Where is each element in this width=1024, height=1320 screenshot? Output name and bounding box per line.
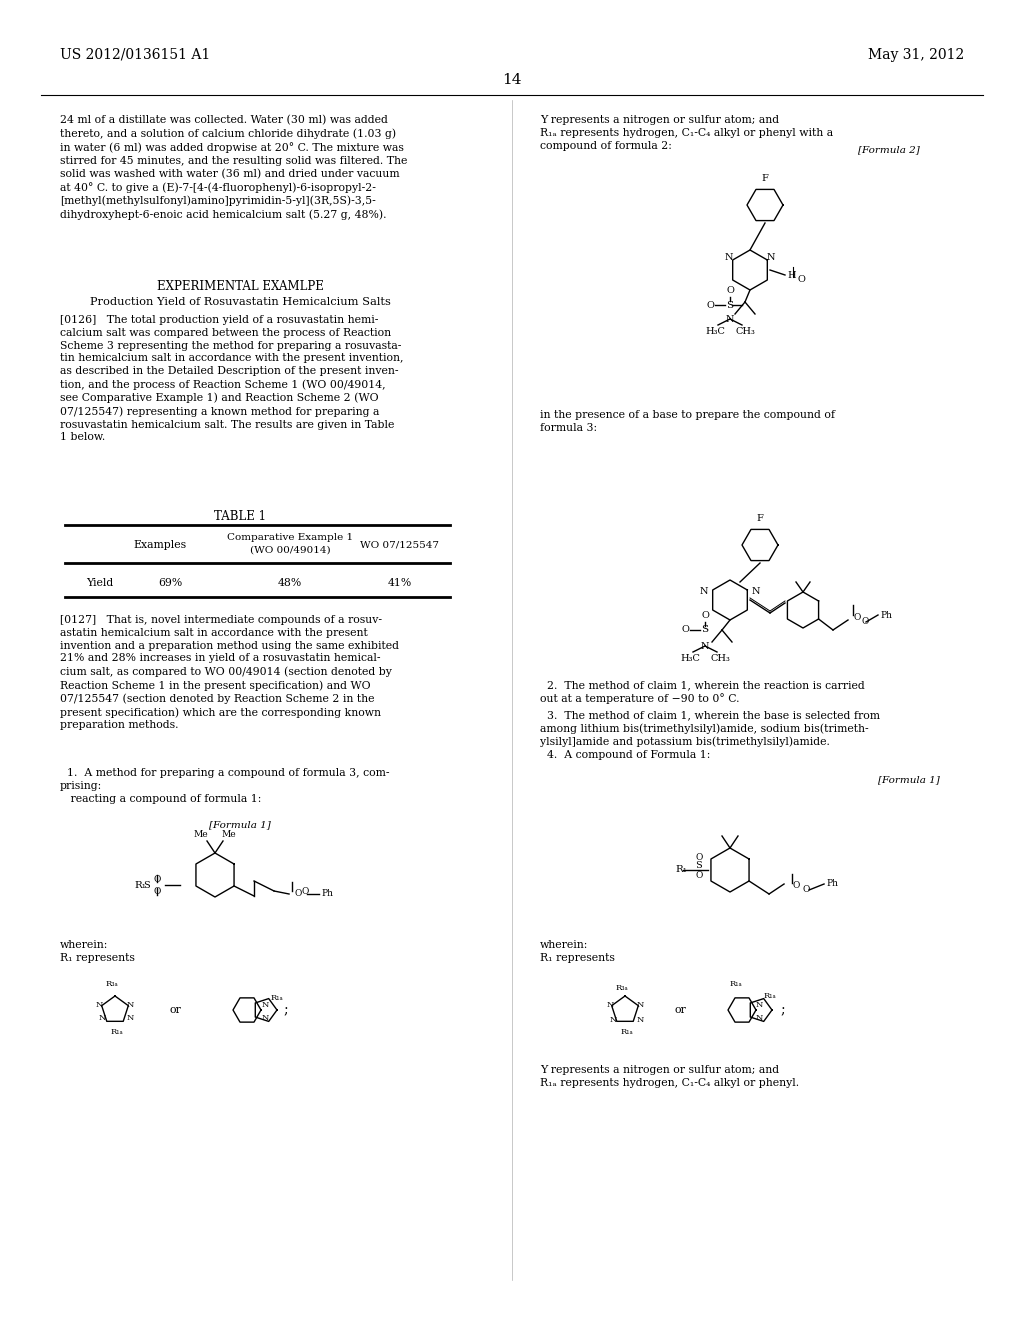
- Text: O: O: [681, 626, 689, 635]
- Text: N: N: [127, 1014, 134, 1022]
- Text: (WO 00/49014): (WO 00/49014): [250, 546, 331, 554]
- Text: 69%: 69%: [158, 578, 182, 587]
- Text: N: N: [724, 253, 733, 263]
- Text: O: O: [701, 611, 709, 620]
- Text: Ph: Ph: [826, 879, 838, 888]
- Text: 3.  The method of claim 1, wherein the base is selected from
among lithium bis(t: 3. The method of claim 1, wherein the ba…: [540, 710, 880, 747]
- Text: R₁: R₁: [134, 880, 146, 890]
- Text: N: N: [262, 1001, 269, 1008]
- Text: O: O: [695, 870, 702, 879]
- Text: or: or: [169, 1005, 181, 1015]
- Text: WO 07/125547: WO 07/125547: [360, 540, 439, 549]
- Text: Y represents a nitrogen or sulfur atom; and
R₁ₐ represents hydrogen, C₁-C₄ alkyl: Y represents a nitrogen or sulfur atom; …: [540, 1065, 799, 1088]
- Text: S: S: [695, 861, 701, 870]
- Text: wherein:: wherein:: [540, 940, 589, 950]
- Text: wherein:: wherein:: [60, 940, 109, 950]
- Text: O: O: [861, 618, 868, 627]
- Text: N: N: [726, 315, 734, 323]
- Text: 41%: 41%: [388, 578, 412, 587]
- Text: [Formula 2]: [Formula 2]: [858, 145, 920, 154]
- Text: R₁: R₁: [675, 866, 687, 874]
- Text: CH₃: CH₃: [735, 327, 755, 337]
- Text: 1.  A method for preparing a compound of formula 3, com-
prising:
   reacting a : 1. A method for preparing a compound of …: [60, 768, 389, 804]
- Text: N: N: [767, 253, 775, 263]
- Text: O: O: [797, 276, 805, 285]
- Text: Ph: Ph: [322, 890, 333, 899]
- Text: N: N: [127, 1001, 134, 1008]
- Text: O: O: [802, 886, 809, 895]
- Text: O: O: [853, 614, 860, 623]
- Text: N: N: [700, 642, 710, 651]
- Text: Me: Me: [194, 830, 208, 840]
- Text: H₃C: H₃C: [680, 653, 700, 663]
- Text: EXPERIMENTAL EXAMLPE: EXPERIMENTAL EXAMLPE: [157, 280, 324, 293]
- Text: N: N: [607, 1001, 614, 1008]
- Text: O: O: [154, 874, 161, 883]
- Text: F: F: [762, 174, 768, 183]
- Text: in the presence of a base to prepare the compound of
formula 3:: in the presence of a base to prepare the…: [540, 411, 835, 433]
- Text: N: N: [752, 587, 761, 597]
- Text: Comparative Example 1: Comparative Example 1: [227, 533, 353, 543]
- Text: ;: ;: [780, 1003, 784, 1016]
- Text: Y represents a nitrogen or sulfur atom; and
R₁ₐ represents hydrogen, C₁-C₄ alkyl: Y represents a nitrogen or sulfur atom; …: [540, 115, 834, 152]
- Text: 4.  A compound of Formula 1:: 4. A compound of Formula 1:: [540, 750, 711, 760]
- Text: H₃C: H₃C: [706, 327, 725, 337]
- Text: Production Yield of Rosuvastatin Hemicalcium Salts: Production Yield of Rosuvastatin Hemical…: [89, 297, 390, 308]
- Text: N: N: [756, 1001, 763, 1008]
- Text: O: O: [294, 890, 301, 899]
- Text: Yield: Yield: [86, 578, 114, 587]
- Text: [Formula 1]: [Formula 1]: [879, 775, 940, 784]
- Text: O: O: [726, 286, 734, 294]
- Text: R₃ₐ: R₃ₐ: [105, 979, 119, 987]
- Text: N: N: [96, 1001, 103, 1008]
- Text: May 31, 2012: May 31, 2012: [867, 48, 964, 62]
- Text: R₃ₐ: R₃ₐ: [615, 983, 629, 993]
- Text: S: S: [143, 880, 151, 890]
- Text: or: or: [674, 1005, 686, 1015]
- Text: N: N: [99, 1014, 106, 1022]
- Text: Ph: Ph: [880, 610, 892, 619]
- Text: O: O: [154, 887, 161, 895]
- Text: CH₃: CH₃: [710, 653, 730, 663]
- Text: H: H: [787, 271, 796, 280]
- Text: 48%: 48%: [278, 578, 302, 587]
- Text: O: O: [792, 882, 800, 891]
- Text: R₁ represents: R₁ represents: [540, 953, 614, 964]
- Text: F: F: [757, 513, 764, 523]
- Text: N: N: [637, 1016, 644, 1024]
- Text: N: N: [262, 1014, 269, 1022]
- Text: R₁ₐ: R₁ₐ: [730, 979, 742, 987]
- Text: 24 ml of a distillate was collected. Water (30 ml) was added
thereto, and a solu: 24 ml of a distillate was collected. Wat…: [60, 115, 408, 220]
- Text: R₁ₐ: R₁ₐ: [111, 1028, 123, 1036]
- Text: TABLE 1: TABLE 1: [214, 510, 266, 523]
- Text: ;: ;: [283, 1003, 288, 1016]
- Text: 14: 14: [502, 73, 522, 87]
- Text: N: N: [756, 1014, 763, 1022]
- Text: Me: Me: [221, 830, 237, 840]
- Text: Examples: Examples: [133, 540, 186, 550]
- Text: S: S: [726, 301, 733, 309]
- Text: R₁ₐ: R₁ₐ: [621, 1028, 634, 1036]
- Text: O: O: [301, 887, 308, 896]
- Text: R₁ represents: R₁ represents: [60, 953, 135, 964]
- Text: O: O: [695, 853, 702, 862]
- Text: O: O: [707, 301, 714, 309]
- Text: R₁ₐ: R₁ₐ: [764, 993, 777, 1001]
- Text: N: N: [699, 587, 708, 597]
- Text: US 2012/0136151 A1: US 2012/0136151 A1: [60, 48, 210, 62]
- Text: S: S: [701, 626, 709, 635]
- Text: N: N: [610, 1016, 617, 1024]
- Text: N: N: [637, 1001, 644, 1008]
- Text: 2.  The method of claim 1, wherein the reaction is carried
out at a temperature : 2. The method of claim 1, wherein the re…: [540, 680, 864, 704]
- Text: [0126]   The total production yield of a rosuvastatin hemi-
calcium salt was com: [0126] The total production yield of a r…: [60, 315, 403, 442]
- Text: [Formula 1]: [Formula 1]: [209, 820, 271, 829]
- Text: R₁ₐ: R₁ₐ: [271, 994, 284, 1002]
- Text: [0127]   That is, novel intermediate compounds of a rosuv-
astatin hemicalcium s: [0127] That is, novel intermediate compo…: [60, 615, 399, 730]
